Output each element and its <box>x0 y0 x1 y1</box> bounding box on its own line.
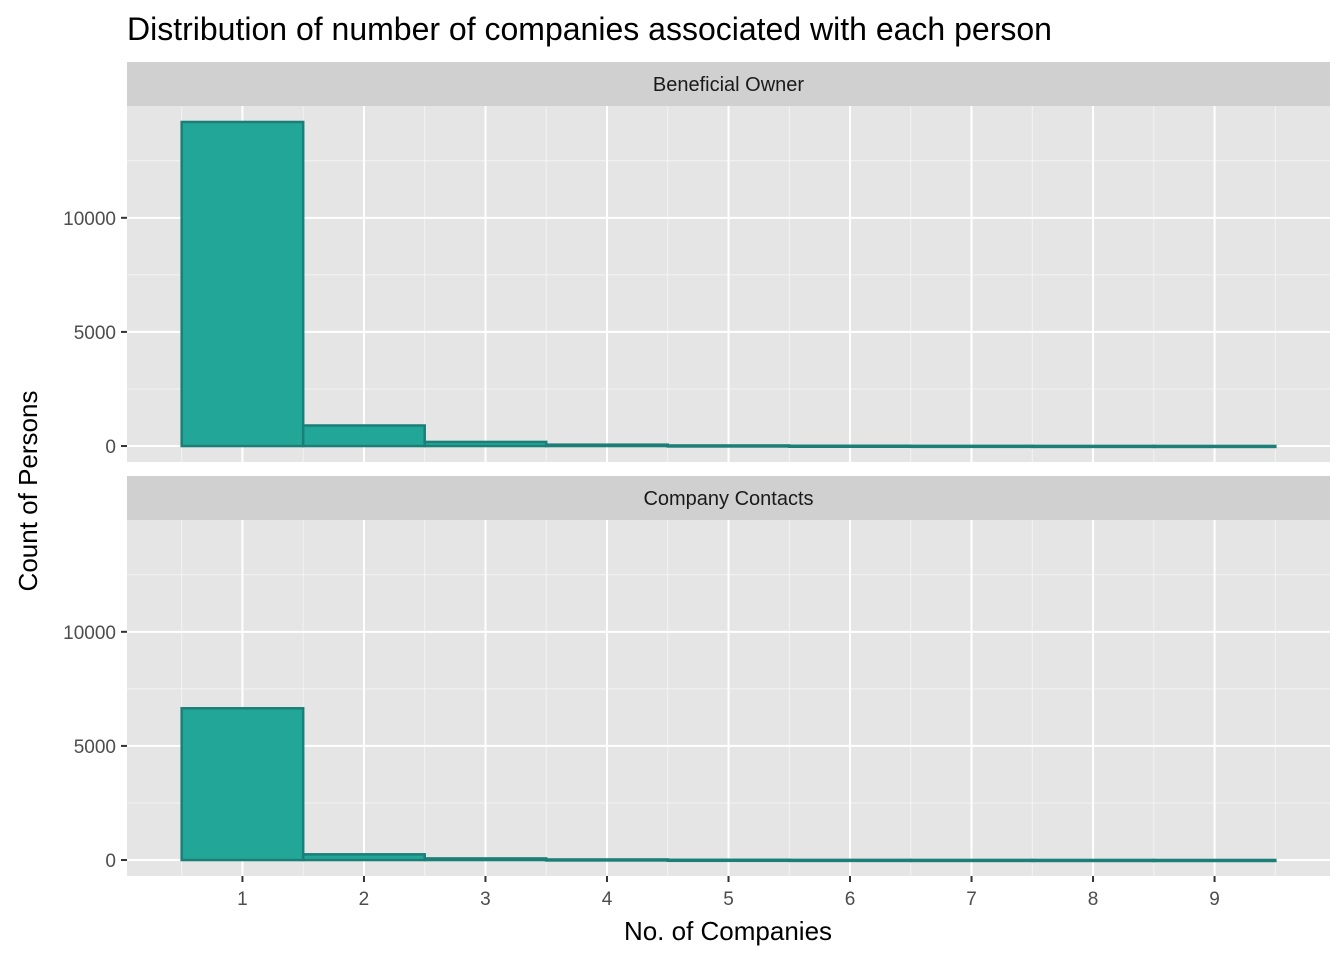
x-tick-label: 6 <box>845 889 856 910</box>
y-axis: 0 5000 10000 <box>63 209 127 458</box>
y-tick-label: 0 <box>105 851 116 872</box>
y-tick-label: 10000 <box>63 623 116 644</box>
x-tick-label: 8 <box>1088 889 1099 910</box>
x-tick-label: 5 <box>723 889 734 910</box>
chart-title: Distribution of number of companies asso… <box>127 11 1052 47</box>
bar <box>788 858 913 863</box>
bar <box>423 440 548 448</box>
x-tick-label: 2 <box>359 889 370 910</box>
bar <box>1152 444 1277 449</box>
bar <box>301 853 426 862</box>
x-axis: 1 2 3 4 5 6 7 8 9 <box>237 876 1220 910</box>
y-axis: 0 5000 10000 <box>63 623 127 872</box>
bar <box>544 858 669 862</box>
facet-panel: Beneficial Owner 0 5000 10000 <box>63 62 1330 462</box>
bar <box>180 120 305 448</box>
facet-strip-label: Company Contacts <box>643 488 813 510</box>
bar <box>301 424 426 448</box>
y-tick-label: 5000 <box>74 737 116 758</box>
bar <box>909 858 1034 863</box>
bar <box>666 444 791 448</box>
bar <box>544 443 669 448</box>
bar <box>180 707 305 862</box>
bar <box>666 858 791 863</box>
y-axis-title: Count of Persons <box>13 391 43 592</box>
x-tick-label: 3 <box>480 889 491 910</box>
bar <box>1031 444 1156 449</box>
x-tick-label: 7 <box>966 889 977 910</box>
x-axis-title: No. of Companies <box>624 916 832 946</box>
y-tick-label: 10000 <box>63 209 116 230</box>
facet-strip-label: Beneficial Owner <box>653 74 805 96</box>
bar <box>1031 858 1156 863</box>
x-tick-label: 1 <box>237 889 248 910</box>
facet-strip <box>127 476 1330 520</box>
bar <box>1152 858 1277 863</box>
y-tick-label: 5000 <box>74 323 116 344</box>
bar <box>423 857 548 862</box>
bar-series <box>180 707 1277 863</box>
minor-gridlines <box>127 520 1330 876</box>
bar <box>909 444 1034 449</box>
facet-strip <box>127 62 1330 106</box>
x-tick-label: 9 <box>1209 889 1220 910</box>
y-tick-label: 0 <box>105 437 116 458</box>
bar <box>788 444 913 449</box>
facet-panel: Company Contacts 0 5000 10000 <box>63 476 1330 876</box>
bar-series <box>180 120 1277 449</box>
x-tick-label: 4 <box>602 889 613 910</box>
